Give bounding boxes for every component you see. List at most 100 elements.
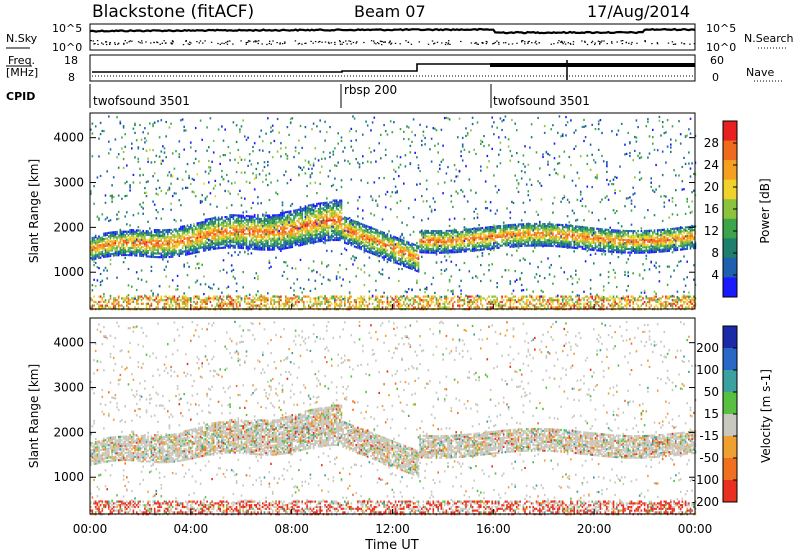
data-cell xyxy=(212,299,215,302)
data-cell xyxy=(386,261,389,264)
data-cell xyxy=(332,217,335,220)
data-cell xyxy=(255,167,258,171)
data-cell xyxy=(321,212,323,216)
data-cell xyxy=(278,235,280,238)
data-cell xyxy=(245,227,248,230)
data-cell xyxy=(93,254,95,257)
data-cell xyxy=(219,297,221,300)
data-cell xyxy=(304,205,307,208)
data-cell xyxy=(288,232,290,235)
data-cell xyxy=(260,219,262,222)
data-cell xyxy=(240,214,243,217)
data-cell xyxy=(239,189,241,192)
data-cell xyxy=(388,302,390,305)
data-cell xyxy=(203,222,205,225)
data-cell xyxy=(270,228,272,231)
data-cell xyxy=(171,295,174,298)
data-cell xyxy=(312,205,315,208)
data-cell xyxy=(162,229,164,232)
data-cell xyxy=(283,222,285,225)
nsearch-point xyxy=(339,43,342,45)
data-cell xyxy=(152,299,154,302)
data-cell xyxy=(248,220,251,223)
cpid-segment-3: twofsound 3501 xyxy=(493,94,590,108)
data-cell xyxy=(247,136,249,139)
nsearch-point xyxy=(448,40,450,42)
data-cell xyxy=(173,167,176,170)
data-cell xyxy=(117,245,120,248)
data-cell xyxy=(145,302,148,305)
data-cell xyxy=(314,210,317,213)
data-cell xyxy=(326,208,328,211)
data-cell xyxy=(352,232,354,235)
data-cell xyxy=(332,153,335,156)
data-cell xyxy=(222,243,225,246)
data-cell xyxy=(198,247,200,250)
data-cell xyxy=(206,236,208,239)
data-cell xyxy=(281,274,284,277)
data-cell xyxy=(135,233,138,236)
data-cell xyxy=(222,226,225,230)
data-cell xyxy=(345,237,348,240)
nsky-label: N.Sky xyxy=(6,32,38,45)
data-cell xyxy=(137,157,140,160)
data-cell xyxy=(378,177,380,180)
data-cell xyxy=(368,256,371,259)
data-cell xyxy=(307,218,310,222)
data-cell xyxy=(214,220,217,223)
data-cell xyxy=(144,294,146,297)
data-cell xyxy=(112,231,115,234)
data-cell xyxy=(271,230,274,233)
data-cell xyxy=(363,225,366,229)
data-cell xyxy=(252,231,254,234)
data-cell xyxy=(163,256,166,259)
data-cell xyxy=(226,224,228,228)
nsearch-point xyxy=(90,40,92,42)
data-cell xyxy=(301,218,303,221)
data-cell xyxy=(312,226,315,229)
data-cell xyxy=(335,188,338,192)
data-cell xyxy=(248,226,251,229)
data-cell xyxy=(324,299,326,302)
data-cell xyxy=(267,228,269,231)
data-cell xyxy=(348,232,351,235)
data-cell xyxy=(232,299,235,302)
data-cell xyxy=(240,196,243,199)
data-cell xyxy=(289,212,292,215)
data-cell xyxy=(271,156,274,159)
data-cell xyxy=(237,300,240,304)
data-cell xyxy=(203,244,205,247)
data-cell xyxy=(234,237,236,240)
data-cell xyxy=(360,179,362,182)
data-cell xyxy=(278,295,280,298)
data-cell xyxy=(268,248,271,251)
data-cell xyxy=(307,295,310,298)
data-cell xyxy=(122,246,125,249)
data-cell xyxy=(230,300,233,304)
data-cell xyxy=(388,237,390,240)
data-cell xyxy=(98,253,100,256)
data-cell xyxy=(383,291,385,294)
data-cell xyxy=(324,139,326,142)
data-cell xyxy=(268,198,271,202)
data-cell xyxy=(91,240,94,243)
data-cell xyxy=(91,242,94,245)
data-cell xyxy=(355,231,357,234)
data-cell xyxy=(227,295,230,298)
data-cell xyxy=(142,246,144,249)
nsearch-point xyxy=(210,41,213,43)
data-cell xyxy=(360,246,362,249)
data-cell xyxy=(99,133,102,136)
data-cell xyxy=(204,231,207,234)
data-cell xyxy=(108,247,110,251)
data-cell xyxy=(422,236,425,239)
data-cell xyxy=(93,241,95,245)
data-cell xyxy=(319,240,321,243)
data-cell xyxy=(294,300,297,304)
data-cell xyxy=(332,215,335,218)
data-cell xyxy=(235,234,238,237)
data-cell xyxy=(383,233,385,236)
data-cell xyxy=(348,223,351,226)
data-cell xyxy=(396,191,398,194)
data-cell xyxy=(112,304,115,307)
